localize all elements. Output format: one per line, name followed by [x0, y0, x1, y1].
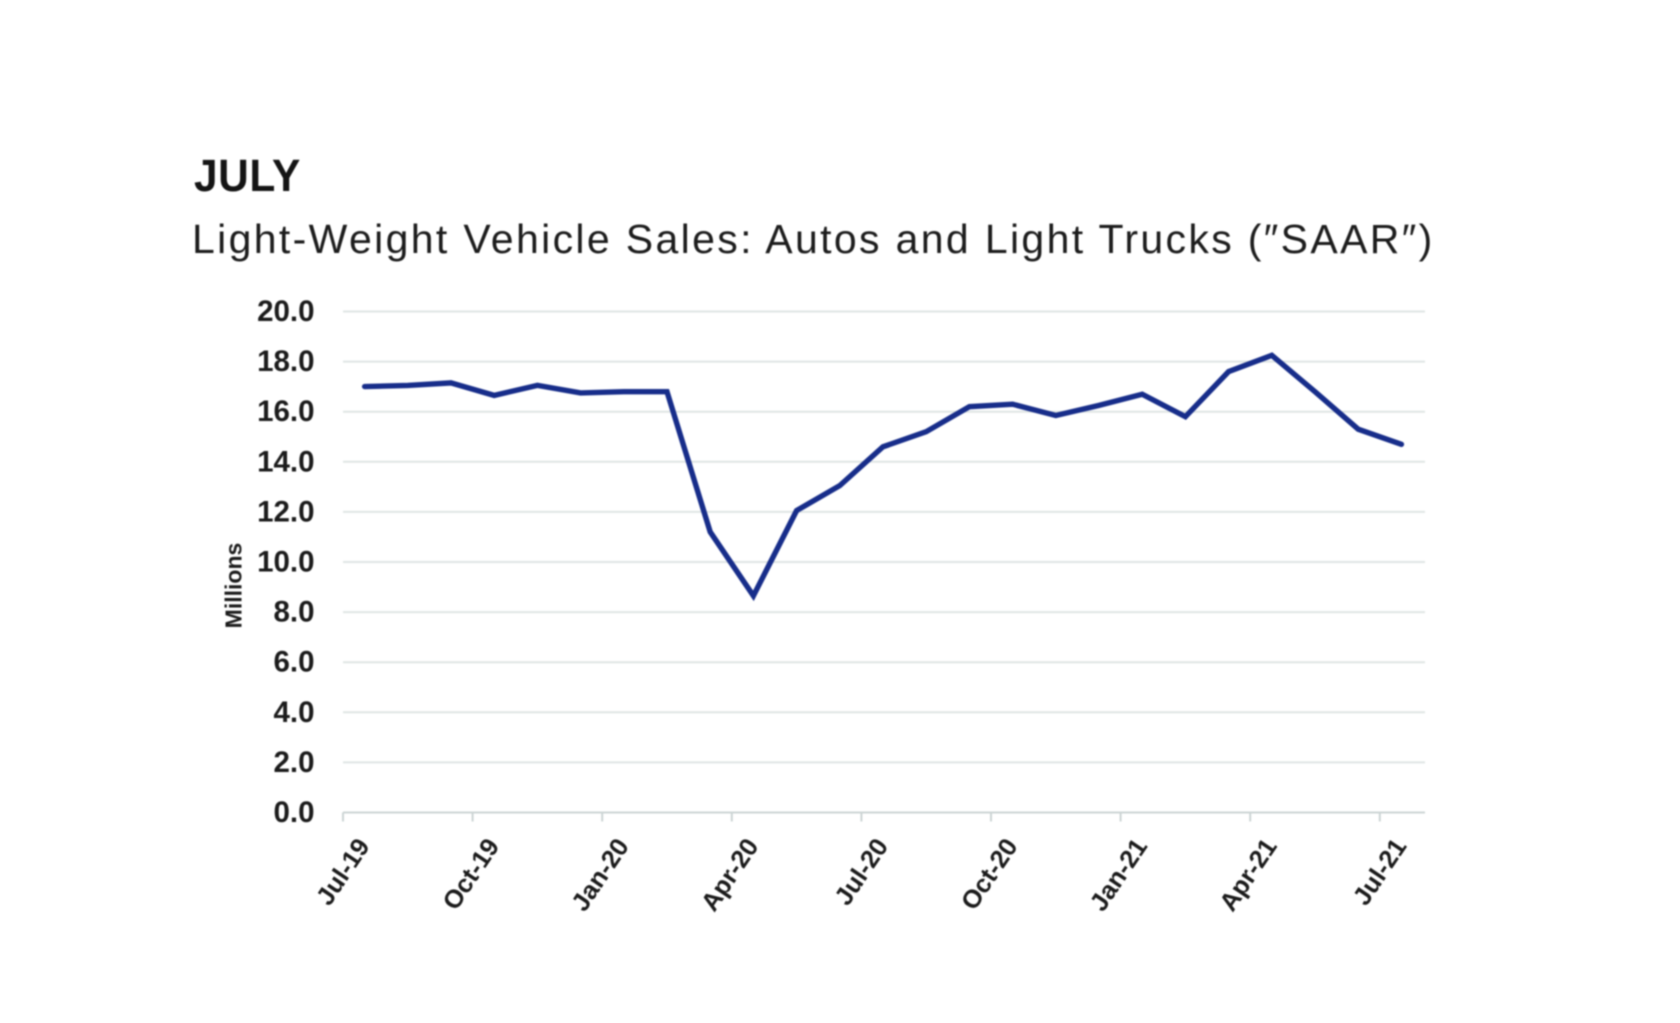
svg-text:14.0: 14.0 — [257, 445, 314, 478]
svg-text:Millions: Millions — [221, 543, 247, 629]
svg-text:Oct-19: Oct-19 — [438, 834, 506, 915]
svg-text:0.0: 0.0 — [273, 796, 314, 829]
svg-text:20.0: 20.0 — [257, 295, 314, 328]
svg-text:10.0: 10.0 — [257, 546, 314, 579]
svg-text:2.0: 2.0 — [273, 746, 314, 779]
svg-text:Jan-20: Jan-20 — [566, 834, 634, 917]
svg-text:Apr-21: Apr-21 — [1214, 834, 1282, 917]
svg-text:Jul-21: Jul-21 — [1348, 834, 1412, 911]
svg-text:Apr-20: Apr-20 — [696, 834, 764, 917]
svg-text:Jul-20: Jul-20 — [830, 834, 894, 911]
svg-text:12.0: 12.0 — [257, 495, 314, 528]
svg-text:16.0: 16.0 — [257, 395, 314, 428]
svg-text:Jul-19: Jul-19 — [311, 834, 375, 911]
svg-text:Oct-20: Oct-20 — [956, 834, 1024, 915]
svg-text:4.0: 4.0 — [273, 696, 314, 729]
svg-text:18.0: 18.0 — [257, 345, 314, 378]
svg-text:6.0: 6.0 — [273, 646, 314, 679]
svg-text:Jan-21: Jan-21 — [1085, 834, 1153, 917]
svg-text:8.0: 8.0 — [273, 596, 314, 629]
